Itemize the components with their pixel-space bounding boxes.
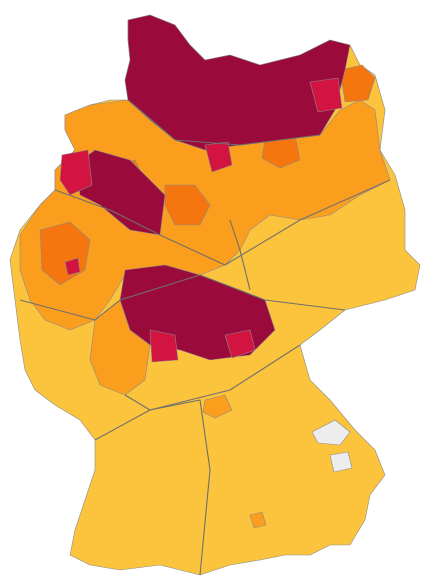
region bbox=[74, 149, 166, 236]
region bbox=[311, 419, 351, 446]
state-border bbox=[127, 99, 321, 146]
region bbox=[309, 77, 343, 113]
regions bbox=[9, 14, 421, 576]
region bbox=[124, 14, 351, 151]
state-border bbox=[54, 179, 391, 266]
region bbox=[164, 184, 211, 226]
state-border bbox=[94, 399, 211, 576]
region bbox=[59, 149, 93, 196]
region bbox=[339, 64, 376, 103]
state-border bbox=[124, 344, 301, 411]
state-border bbox=[19, 274, 346, 321]
region bbox=[329, 451, 353, 473]
region bbox=[202, 394, 233, 419]
region bbox=[249, 511, 267, 529]
state-border bbox=[229, 219, 251, 291]
region bbox=[64, 257, 81, 276]
region bbox=[224, 329, 256, 359]
region bbox=[149, 329, 179, 363]
state-borders bbox=[19, 99, 391, 576]
